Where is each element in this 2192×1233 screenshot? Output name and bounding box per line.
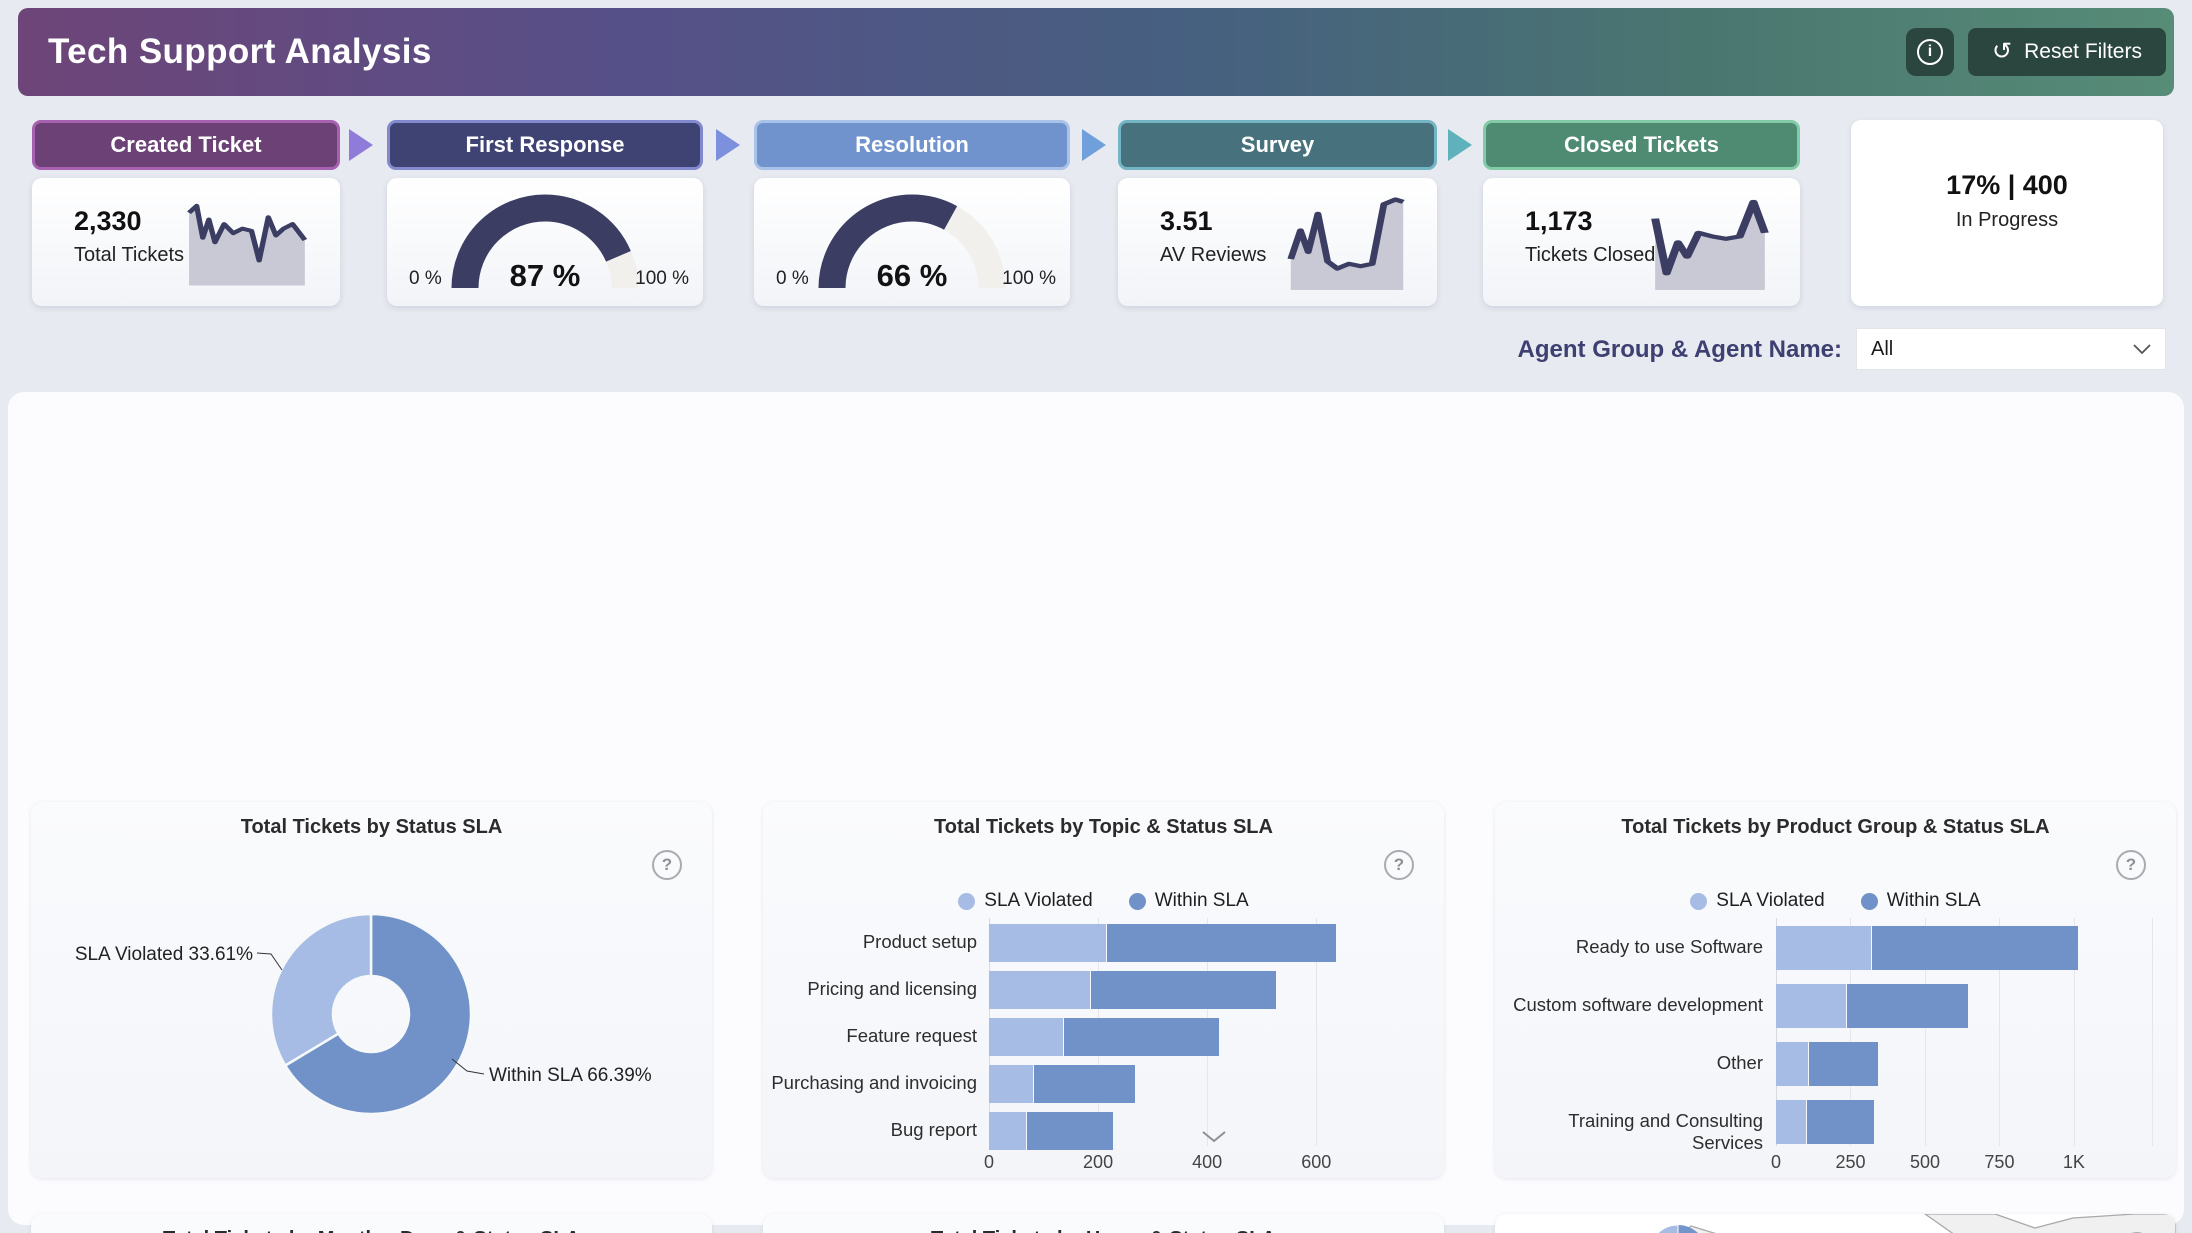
donut-chart[interactable]: SLA Violated 33.61% Within SLA 66.39%: [31, 802, 712, 1178]
flow-arrow-icon: [349, 129, 373, 161]
legend-label: SLA Violated: [1716, 890, 1825, 911]
column-chart[interactable]: 0100200JanFebMarAprMayJunJulAugSepOctNov…: [31, 1214, 712, 1233]
sparkline-chart: [1287, 197, 1405, 290]
europe-map[interactable]: 148283158306421303303131133144: [1495, 1214, 2176, 1233]
info-button[interactable]: i: [1906, 28, 1954, 76]
kpi-label: Tickets Closed: [1525, 244, 1656, 266]
undo-icon: ↺: [1992, 38, 2013, 65]
agent-filter-label: Agent Group & Agent Name:: [1517, 336, 1842, 363]
sparkline-chart: [1651, 199, 1769, 290]
bar-chart[interactable]: 0 250 500 750 1K Ready to use Software Custom …: [1495, 802, 2176, 1178]
help-icon[interactable]: ?: [652, 850, 682, 880]
gauge-max-label: 100 %: [635, 268, 689, 289]
chart-title: Total Tickets by Product Group & Status …: [1621, 816, 2050, 838]
flow-arrow-icon: [716, 129, 740, 161]
legend-label: Within SLA: [1154, 890, 1249, 911]
kpi-value: 2,330: [74, 206, 142, 236]
chart-card-hours-sla: Total Tickets by Hours & Status SLA SLA …: [763, 1214, 1444, 1233]
svg-text:SLA Violated 33.61%: SLA Violated 33.61%: [75, 944, 253, 965]
gauge-min-label: 0 %: [409, 268, 442, 289]
kpi-card-in-progress: 17% | 400 In Progress: [1851, 120, 2163, 306]
help-icon[interactable]: ?: [2116, 850, 2146, 880]
gauge-min-label: 0 %: [776, 268, 809, 289]
kpi-card-first-response: 87 % 0 % 100 %: [387, 178, 703, 306]
legend-dot-violated: [1690, 892, 1708, 910]
gauge-chart: 87 %: [451, 194, 639, 293]
chart-title: Total Tickets by Hours & Status SLA: [763, 1214, 1444, 1233]
legend-label: SLA Violated: [984, 890, 1093, 911]
bar-chart[interactable]: 0 200 400 600 Product setup Pricing and licen…: [763, 802, 1444, 1178]
help-icon[interactable]: ?: [1384, 850, 1414, 880]
kpi-card-survey: 3.51 AV Reviews: [1118, 178, 1437, 306]
flow-arrow-icon: [1448, 129, 1472, 161]
chart-title: Total Tickets by Status SLA: [240, 816, 503, 838]
gauge-max-label: 100 %: [1002, 268, 1056, 289]
chart-card-topic-sla: Total Tickets by Topic & Status SLA ? SL…: [763, 802, 1444, 1178]
kpi-value: 3.51: [1160, 206, 1213, 236]
kpi-card-created-ticket: 2,330 Total Tickets: [32, 178, 340, 306]
legend-dot-violated: [958, 892, 976, 910]
kpi-card-resolution: 66 % 0 % 100 %: [754, 178, 1070, 306]
scroll-down-icon[interactable]: [1201, 1130, 1227, 1148]
agent-filter-value: All: [1871, 337, 1894, 360]
kpi-header-first-response: First Response: [387, 120, 703, 170]
info-icon: i: [1917, 39, 1943, 65]
flow-arrow-icon: [1082, 129, 1106, 161]
in-progress-value: 17% | 400: [1946, 170, 2068, 200]
chart-title: Total Tickets by Months, Days & Status S…: [31, 1214, 712, 1233]
kpi-header-created-ticket: Created Ticket: [32, 120, 340, 170]
chart-card-map: 148283158306421303303131133144 ? + − 500…: [1495, 1214, 2176, 1233]
kpi-card-closed-tickets: 1,173 Tickets Closed: [1483, 178, 1800, 306]
chart-card-status-sla: Total Tickets by Status SLA ? SLA Violat…: [31, 802, 712, 1178]
kpi-header-survey: Survey: [1118, 120, 1437, 170]
legend-dot-within: [1128, 892, 1146, 910]
in-progress-label: In Progress: [1955, 209, 2059, 231]
legend-label: Within SLA: [1886, 890, 1981, 911]
column-chart[interactable]: 0200400048121620: [763, 1214, 1444, 1233]
header: Tech Support Analysis i ↺ Reset Filters: [18, 8, 2174, 96]
chart-card-product-group-sla: Total Tickets by Product Group & Status …: [1495, 802, 2176, 1178]
chart-card-months-sla: Total Tickets by Months, Days & Status S…: [31, 1214, 712, 1233]
agent-filter-dropdown[interactable]: All: [1856, 328, 2166, 370]
sparkline-chart: [186, 203, 308, 286]
kpi-header-resolution: Resolution: [754, 120, 1070, 170]
kpi-header-closed-tickets: Closed Tickets: [1483, 120, 1800, 170]
page-title: Tech Support Analysis: [48, 32, 432, 71]
reset-filters-label: Reset Filters: [2024, 40, 2142, 63]
map-bubbles[interactable]: 148283158306421303303131133144: [1602, 1224, 2071, 1233]
kpi-label: AV Reviews: [1160, 244, 1267, 266]
legend: SLA Violated Within SLA: [763, 890, 1444, 912]
svg-text:Within SLA 66.39%: Within SLA 66.39%: [489, 1065, 652, 1086]
chevron-down-icon: [2133, 343, 2151, 355]
kpi-label: Total Tickets: [74, 244, 185, 266]
charts-panel: Total Tickets by Status SLA ? SLA Violat…: [8, 392, 2184, 1233]
svg-text:87 %: 87 %: [510, 258, 581, 293]
legend-dot-within: [1860, 892, 1878, 910]
legend: SLA Violated Within SLA: [1495, 890, 2176, 912]
chart-title: Total Tickets by Topic & Status SLA: [934, 816, 1273, 838]
svg-text:66 %: 66 %: [877, 258, 948, 293]
gauge-chart: 66 %: [818, 194, 1006, 293]
kpi-value: 1,173: [1525, 206, 1593, 236]
reset-filters-button[interactable]: ↺ Reset Filters: [1968, 28, 2166, 76]
